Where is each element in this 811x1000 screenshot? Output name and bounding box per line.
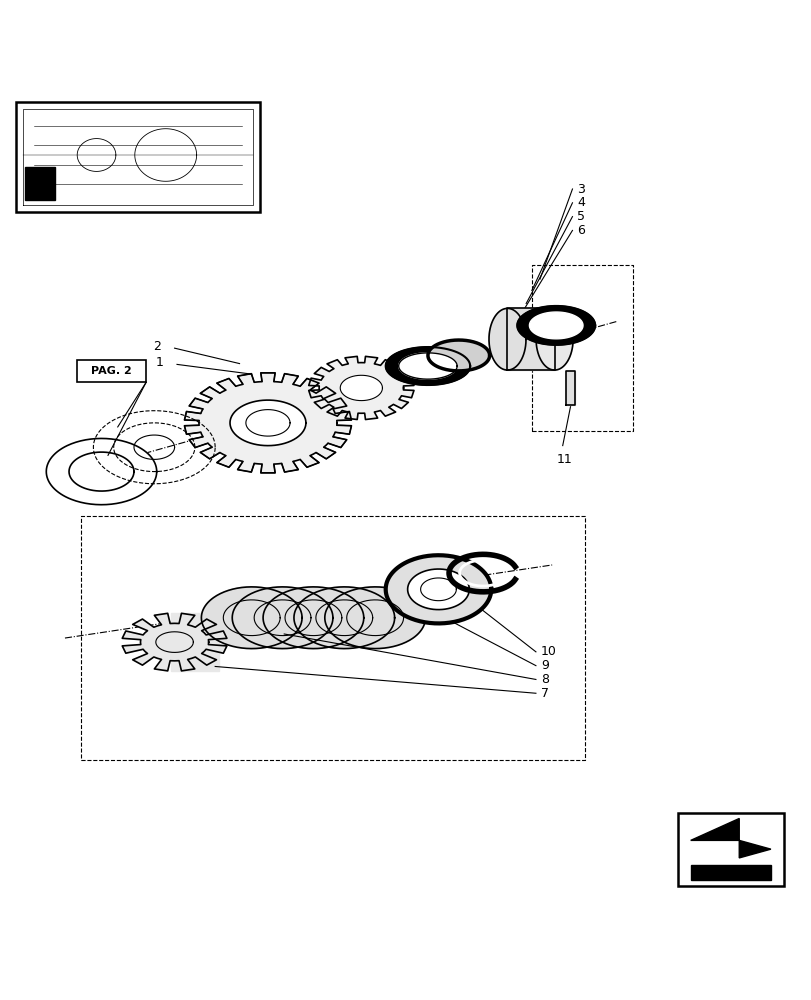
Polygon shape	[230, 400, 306, 446]
Polygon shape	[308, 356, 414, 420]
Polygon shape	[690, 865, 770, 880]
Polygon shape	[340, 375, 382, 401]
Polygon shape	[407, 569, 469, 610]
Polygon shape	[529, 312, 582, 339]
Text: 7: 7	[540, 687, 548, 700]
Text: 8: 8	[540, 673, 548, 686]
Polygon shape	[507, 308, 554, 370]
Text: 3: 3	[577, 183, 585, 196]
Text: PAG. 2: PAG. 2	[91, 366, 132, 376]
Polygon shape	[122, 613, 226, 671]
Text: 11: 11	[556, 453, 572, 466]
Text: 1: 1	[156, 356, 164, 369]
Text: 2: 2	[152, 340, 161, 353]
Polygon shape	[201, 587, 302, 649]
Polygon shape	[517, 306, 594, 345]
Text: 4: 4	[577, 196, 585, 209]
Text: 5: 5	[577, 210, 585, 223]
Polygon shape	[46, 438, 157, 505]
Polygon shape	[263, 587, 363, 649]
Bar	[677, 813, 783, 886]
Bar	[77, 360, 146, 382]
Polygon shape	[184, 373, 351, 473]
Polygon shape	[232, 587, 333, 649]
Polygon shape	[690, 818, 770, 858]
Text: 6: 6	[577, 224, 585, 237]
Polygon shape	[398, 353, 457, 379]
Text: 9: 9	[540, 659, 548, 672]
Bar	[16, 102, 260, 212]
Polygon shape	[427, 340, 489, 371]
Polygon shape	[488, 308, 526, 370]
Text: 10: 10	[540, 645, 556, 658]
Polygon shape	[385, 347, 470, 385]
Polygon shape	[324, 587, 425, 649]
Polygon shape	[535, 308, 573, 370]
Polygon shape	[385, 555, 491, 623]
Polygon shape	[25, 167, 55, 200]
Polygon shape	[294, 587, 394, 649]
Polygon shape	[170, 613, 219, 671]
Polygon shape	[565, 371, 574, 405]
